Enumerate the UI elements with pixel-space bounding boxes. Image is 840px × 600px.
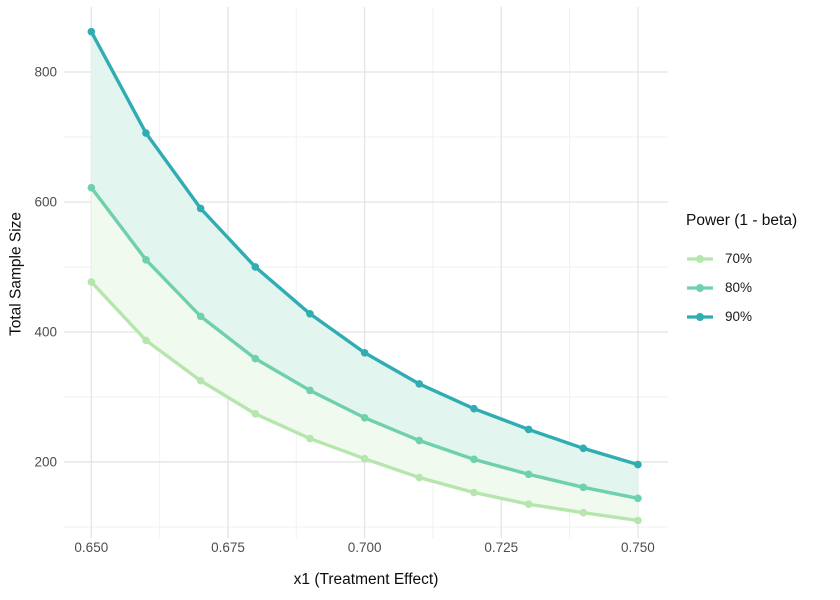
legend-title: Power (1 - beta) <box>686 212 798 229</box>
legend-label-80%: 80% <box>725 280 753 295</box>
legend-item-70%: 70% <box>686 244 836 273</box>
svg-text:0.700: 0.700 <box>348 540 382 555</box>
legend-label-70%: 70% <box>725 251 753 266</box>
y-axis-title: Total Sample Size <box>7 211 25 337</box>
points-70% <box>87 278 642 525</box>
legend-item-90%: 90% <box>686 302 836 331</box>
legend-items: 70% 80% 90% <box>686 244 836 331</box>
legend-label-90%: 90% <box>725 309 753 324</box>
svg-text:800: 800 <box>34 64 57 79</box>
x-axis-title: x1 (Treatment Effect) <box>293 571 439 588</box>
points-80% <box>87 183 642 503</box>
ribbon-70%-80% <box>91 187 638 521</box>
x-tick-labels: 0.650 0.675 0.700 0.725 0.750 <box>74 540 654 555</box>
svg-text:0.725: 0.725 <box>484 540 518 555</box>
legend-key-70% <box>687 254 713 263</box>
svg-text:0.675: 0.675 <box>211 540 245 555</box>
svg-text:0.650: 0.650 <box>74 540 108 555</box>
svg-text:600: 600 <box>34 194 57 209</box>
svg-text:400: 400 <box>34 324 57 339</box>
svg-text:200: 200 <box>34 454 57 469</box>
svg-text:0.750: 0.750 <box>621 540 655 555</box>
legend: Power (1 - beta) 70% 80% 90% <box>686 212 836 331</box>
points-90% <box>87 27 642 469</box>
legend-key-90% <box>687 312 713 321</box>
legend-item-80%: 80% <box>686 273 836 302</box>
y-tick-labels: 200 400 600 800 <box>34 64 57 469</box>
legend-key-80% <box>687 283 713 292</box>
